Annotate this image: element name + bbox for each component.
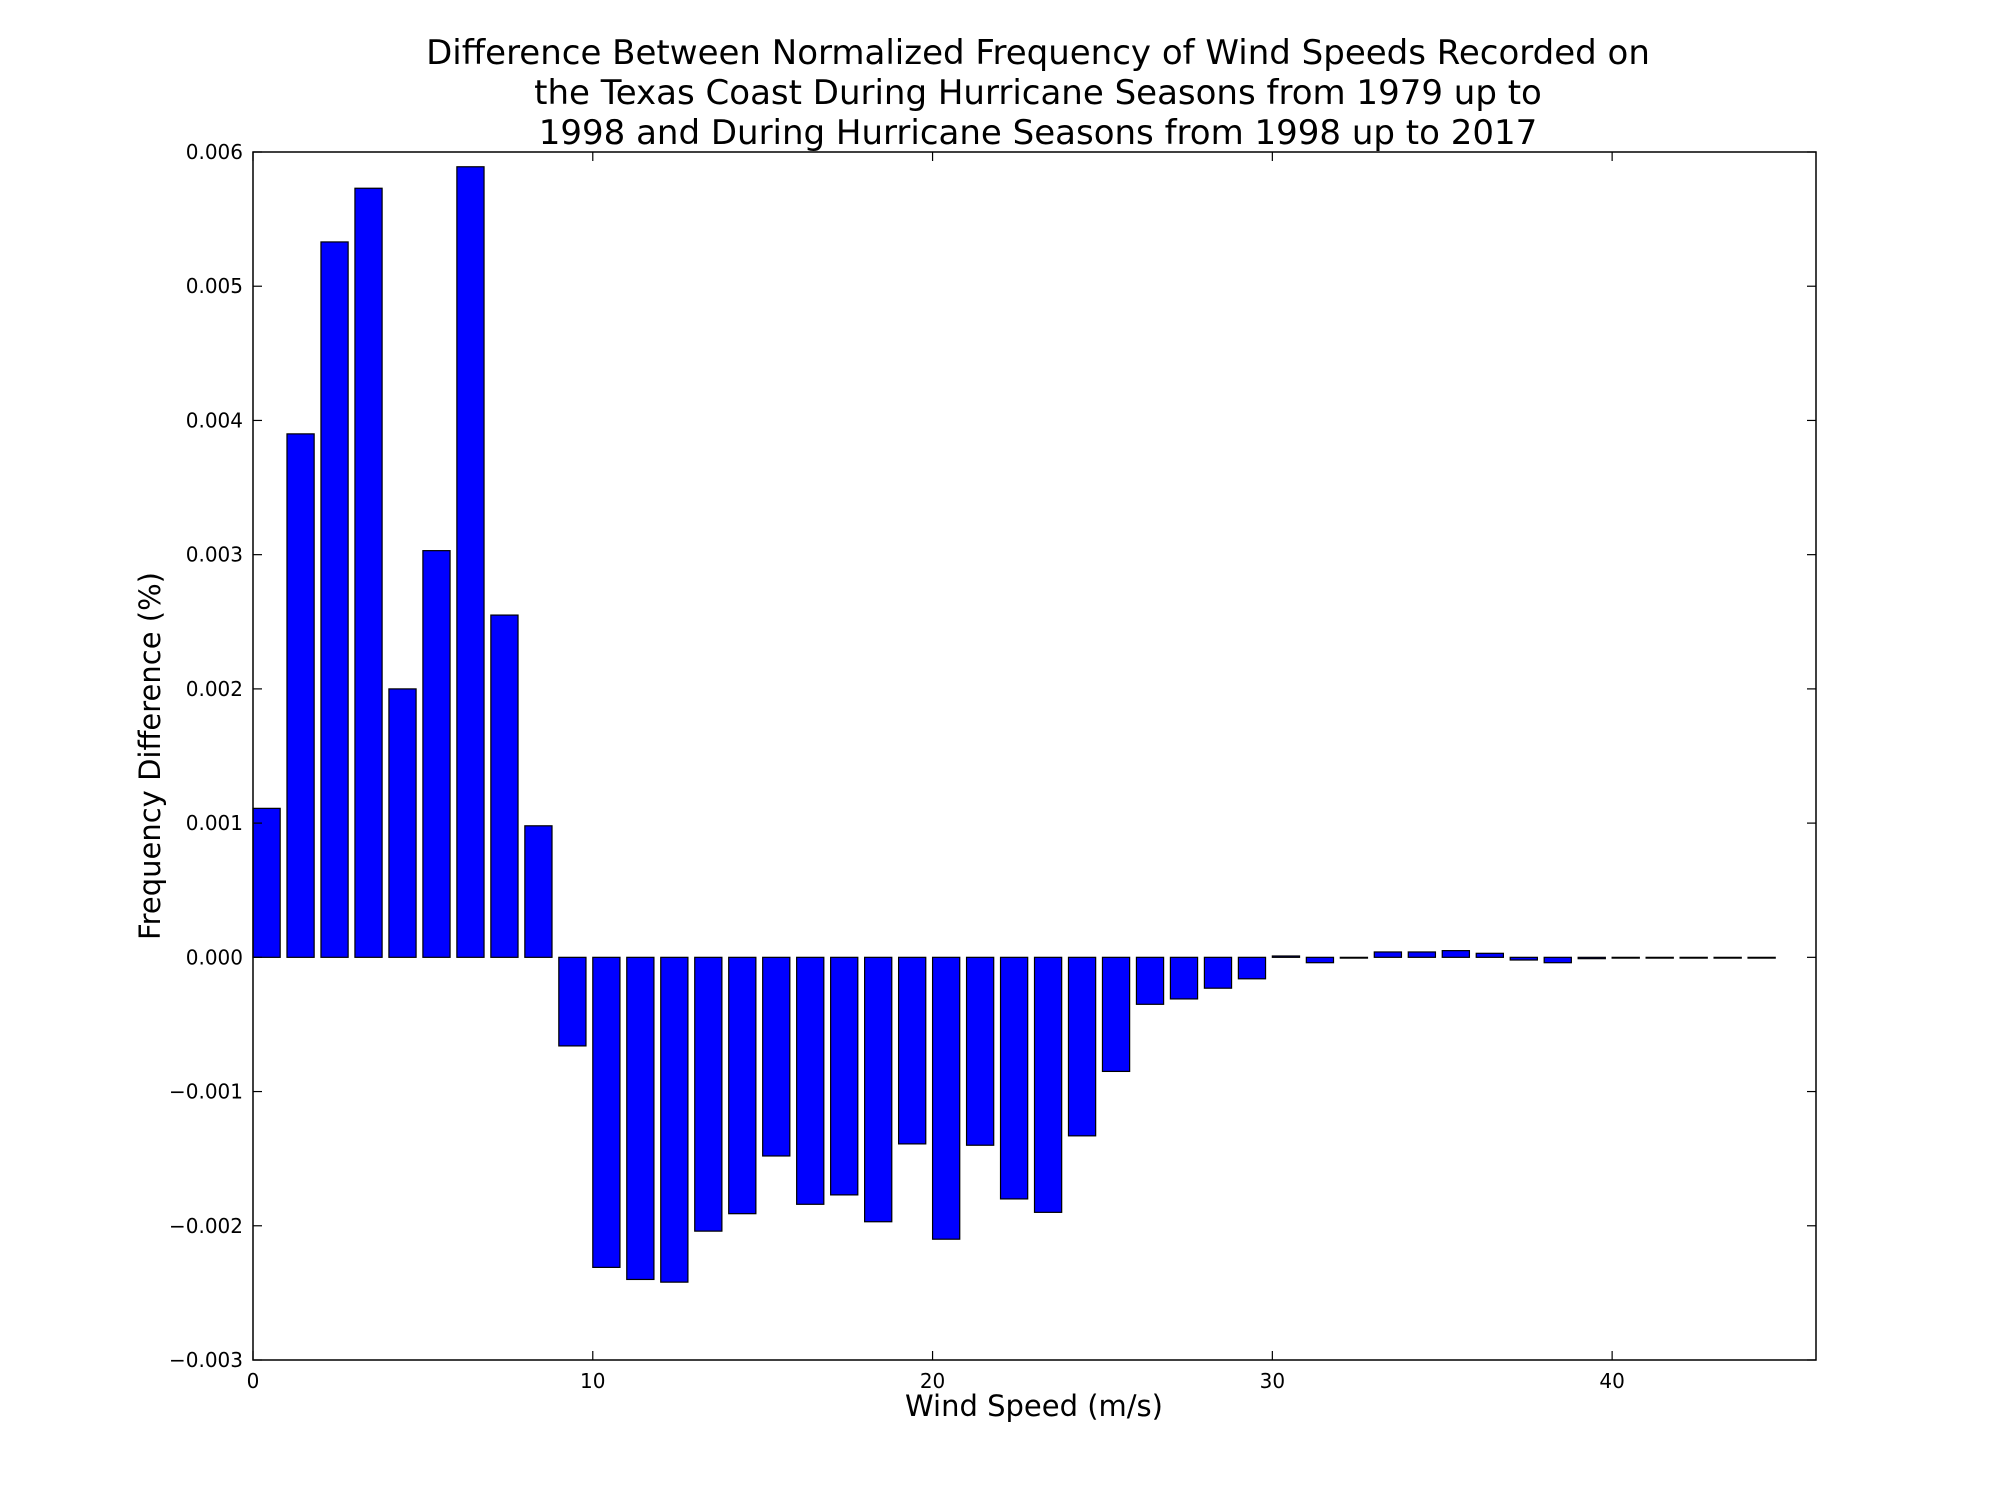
- y-tick-label: 0.003: [186, 543, 243, 567]
- bar: [626, 956, 655, 1281]
- bar: [1169, 956, 1199, 1000]
- bar: [422, 550, 451, 958]
- bar: [1135, 956, 1165, 1005]
- bar: [1543, 956, 1572, 964]
- bar: [728, 956, 757, 1215]
- x-tick-label: 10: [580, 1369, 605, 1393]
- bar: [660, 956, 689, 1283]
- bar: [931, 956, 961, 1240]
- bar: [524, 825, 553, 958]
- bar: [592, 956, 621, 1268]
- bar: [796, 956, 825, 1205]
- x-axis-ticks: 0 10 20 30 40: [247, 152, 1625, 1393]
- y-tick-label: 0.001: [186, 811, 243, 835]
- bar: [286, 433, 315, 958]
- y-tick-label: −0.002: [169, 1214, 243, 1238]
- bar: [252, 807, 281, 958]
- bar: [1441, 950, 1471, 958]
- bar: [1237, 956, 1267, 980]
- y-tick-label: 0.002: [186, 677, 243, 701]
- chart-title: Difference Between Normalized Frequency …: [426, 33, 1650, 153]
- bar: [456, 166, 485, 958]
- bar: [1747, 956, 1776, 959]
- x-tick-label: 20: [920, 1369, 945, 1393]
- x-axis-label: Wind Speed (m/s): [905, 1389, 1163, 1423]
- x-tick-label: 30: [1260, 1369, 1285, 1393]
- chart-title-line-3: 1998 and During Hurricane Seasons from 1…: [539, 113, 1538, 153]
- bar: [999, 956, 1029, 1200]
- bar: [558, 956, 587, 1047]
- y-tick-label: −0.001: [169, 1080, 243, 1104]
- bar: [1713, 956, 1742, 959]
- bar-series: [252, 166, 1776, 1283]
- bar: [1067, 956, 1097, 1137]
- bar: [388, 688, 417, 958]
- bar: [1577, 956, 1606, 960]
- bar: [1305, 956, 1335, 964]
- bar: [1101, 956, 1131, 1073]
- bar: [830, 956, 859, 1196]
- bar: [1033, 956, 1063, 1213]
- bar: [1475, 952, 1504, 958]
- y-tick-label: 0.006: [186, 140, 243, 164]
- bar: [864, 956, 893, 1223]
- y-tick-label: 0.004: [186, 408, 243, 432]
- bar: [490, 614, 519, 958]
- x-tick-label: 40: [1599, 1369, 1624, 1393]
- bar: [1271, 955, 1301, 958]
- bar: [1373, 951, 1403, 958]
- bar: [694, 956, 723, 1232]
- bar: [1509, 956, 1538, 961]
- bar: [1407, 951, 1437, 958]
- bar: [1611, 956, 1640, 959]
- x-tick-label: 0: [247, 1369, 260, 1393]
- bar: [762, 956, 791, 1157]
- bar: [320, 241, 349, 958]
- bar: [965, 956, 995, 1146]
- bar: [897, 956, 927, 1145]
- bar: [1645, 956, 1674, 959]
- chart-title-line-2: the Texas Coast During Hurricane Seasons…: [534, 73, 1542, 113]
- y-tick-label: −0.003: [169, 1348, 243, 1372]
- bar: [1679, 956, 1708, 959]
- y-tick-label: 0.000: [186, 945, 243, 969]
- bar: [1339, 956, 1369, 959]
- plot-area-frame: [252, 151, 1817, 1361]
- y-axis-ticks: −0.003 −0.002 −0.001 0.000 0.001 0.002 0.003 0.…: [169, 140, 1816, 1372]
- y-tick-label: 0.005: [186, 274, 243, 298]
- chart-title-line-1: Difference Between Normalized Frequency …: [426, 33, 1650, 73]
- bar: [354, 187, 383, 958]
- bar: [1203, 956, 1233, 989]
- y-axis-label: Frequency Difference (%): [133, 572, 167, 940]
